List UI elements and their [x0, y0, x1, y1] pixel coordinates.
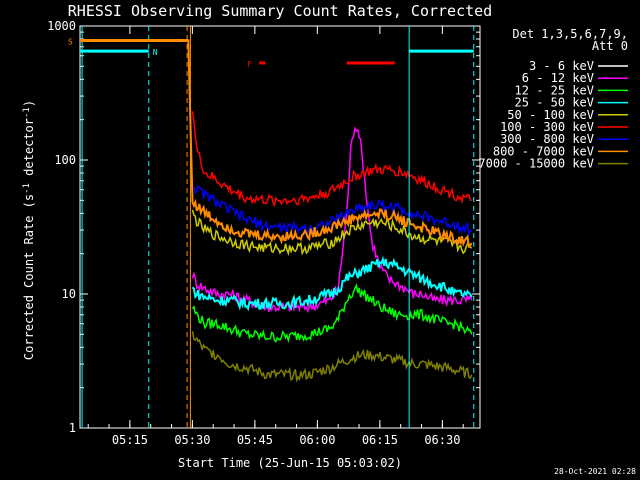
legend-header-2: Att 0 — [592, 39, 628, 53]
series-line — [192, 185, 473, 237]
timestamp: 28-Oct-2021 02:28 — [554, 467, 636, 476]
legend-label: 12 - 25 keV — [515, 83, 594, 97]
y-axis-label: Corrected Count Rate (s-1 detector-1) — [22, 100, 36, 360]
legend-label: 25 - 50 keV — [515, 96, 594, 110]
series-layer — [80, 39, 473, 383]
y-tick-label: 10 — [62, 287, 76, 301]
series-line — [191, 184, 473, 343]
y-axis-label-end: ) — [22, 100, 36, 107]
series-line — [191, 209, 473, 257]
y-tick-label: 1000 — [47, 19, 76, 33]
y-axis-label-mid: detector — [22, 118, 36, 183]
x-tick-label: 06:15 — [362, 433, 398, 447]
series-line — [191, 111, 472, 208]
plot-frame — [79, 25, 481, 429]
x-tick-label: 05:15 — [112, 433, 148, 447]
series-line — [191, 283, 473, 344]
flag-label: F — [247, 60, 252, 69]
y-axis-label-sup2: -1 — [22, 107, 32, 118]
flag-label: S — [68, 37, 73, 46]
x-tick-label: 05:30 — [174, 433, 210, 447]
flags-layer: S N F — [68, 26, 475, 428]
legend-label: 50 - 100 keV — [507, 108, 594, 122]
legend-label: 100 - 300 keV — [500, 120, 594, 134]
x-axis-label: Start Time (25-Jun-15 05:03:02) — [178, 456, 402, 470]
legend-header-1: Det 1,3,5,6,7,9, — [512, 27, 628, 41]
legend-label: 6 - 12 keV — [522, 71, 594, 85]
y-axis-label-text: Corrected Count Rate (s — [22, 194, 36, 360]
flag-label: N — [153, 48, 158, 57]
legend-label: 3 - 6 keV — [529, 59, 594, 73]
legend-label: 800 - 7000 keV — [493, 144, 594, 158]
x-tick-label: 06:30 — [424, 433, 460, 447]
axes: 1 10 100 1000 05:15 05:30 05:45 06:00 06:15 06:30 — [47, 19, 480, 447]
x-tick-label: 05:45 — [237, 433, 273, 447]
x-tick-label: 06:00 — [299, 433, 335, 447]
y-tick-label: 100 — [54, 153, 76, 167]
series-line — [191, 125, 473, 314]
y-tick-label: 1 — [69, 421, 76, 435]
legend-label: 300 - 800 keV — [500, 132, 594, 146]
plot-area — [79, 25, 481, 429]
chart-title: RHESSI Observing Summary Count Rates, Co… — [68, 2, 492, 20]
legend-label: 7000 - 15000 keV — [478, 157, 594, 171]
series-line — [191, 331, 473, 383]
y-axis-label-sup1: -1 — [22, 183, 32, 194]
series-line — [191, 255, 473, 312]
